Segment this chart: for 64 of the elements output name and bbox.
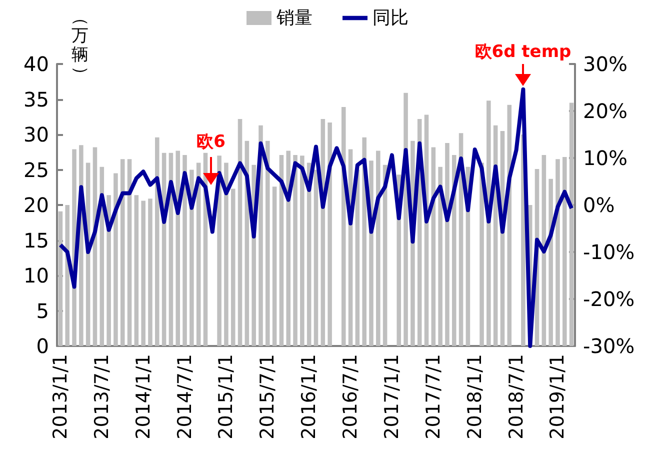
annotation: 欧6 xyxy=(196,131,226,153)
bar xyxy=(65,205,70,346)
bar xyxy=(114,173,118,346)
y-tick-label: 10 xyxy=(24,264,49,288)
x-tick-label: 2019/1/1 xyxy=(546,354,569,440)
bar xyxy=(438,166,442,346)
y2-tick-label: 10% xyxy=(583,146,628,170)
y-tick-label: 20 xyxy=(24,193,49,217)
x-tick-label: 2013/1/1 xyxy=(49,354,72,440)
x-tick-label: 2018/7/1 xyxy=(505,354,528,440)
x-tick-label: 2018/1/1 xyxy=(464,354,486,440)
y-tick-label: 40 xyxy=(24,52,49,76)
y2-tick-label: 0% xyxy=(583,193,615,217)
bar xyxy=(127,159,132,346)
bar xyxy=(562,157,567,346)
legend-label: 销量 xyxy=(276,8,312,28)
x-tick-label: 2016/1/1 xyxy=(298,354,320,440)
bar xyxy=(176,150,180,346)
bar xyxy=(445,142,450,346)
y-tick-label: 30 xyxy=(24,122,49,146)
y-tick-label: 5 xyxy=(36,298,49,323)
x-tick-label: 2017/7/1 xyxy=(422,354,444,440)
y-tick-label: 35 xyxy=(24,87,49,112)
bar xyxy=(134,195,139,346)
bar xyxy=(556,159,560,346)
bar xyxy=(376,150,380,346)
y-axis-title: （万辆） xyxy=(70,8,90,84)
text: 欧6d temp xyxy=(474,41,572,63)
bar xyxy=(230,188,236,346)
bar xyxy=(548,178,553,346)
bar xyxy=(155,137,160,346)
bar xyxy=(266,140,270,346)
bar xyxy=(238,118,242,346)
x-tick-label: 2014/1/1 xyxy=(132,354,154,440)
bar xyxy=(569,102,574,346)
bar xyxy=(286,150,291,346)
x-tick-label: 2013/7/1 xyxy=(90,354,113,440)
bar xyxy=(148,198,152,346)
y2-tick-label: -20% xyxy=(583,287,635,311)
bar xyxy=(141,200,146,346)
x-tick-label: 2014/7/1 xyxy=(174,354,196,440)
bar xyxy=(224,162,228,346)
y2-tick-label: 30% xyxy=(583,52,628,76)
x-tick-label: 2015/1/1 xyxy=(215,354,238,440)
y-tick-label: 25 xyxy=(24,158,49,182)
bar xyxy=(120,159,125,346)
bar xyxy=(190,170,194,346)
bar xyxy=(272,186,277,346)
x-tick-label: 2017/1/1 xyxy=(380,354,403,440)
bar xyxy=(300,156,304,346)
y2-tick-label: -30% xyxy=(583,334,635,358)
bar xyxy=(314,170,318,346)
y2-tick-label: -10% xyxy=(583,240,635,264)
x-tick-label: 2015/7/1 xyxy=(256,354,279,440)
y-tick-label: 0 xyxy=(36,334,49,358)
y2-tick-label: 20% xyxy=(583,99,628,123)
bar xyxy=(341,107,346,346)
bar xyxy=(293,154,298,346)
bar xyxy=(58,211,63,346)
legend-label: 同比 xyxy=(372,8,408,28)
bar xyxy=(328,122,332,346)
x-tick-label: 2016/7/1 xyxy=(340,354,362,440)
y-tick-label: 15 xyxy=(24,228,49,252)
bar xyxy=(452,154,456,346)
